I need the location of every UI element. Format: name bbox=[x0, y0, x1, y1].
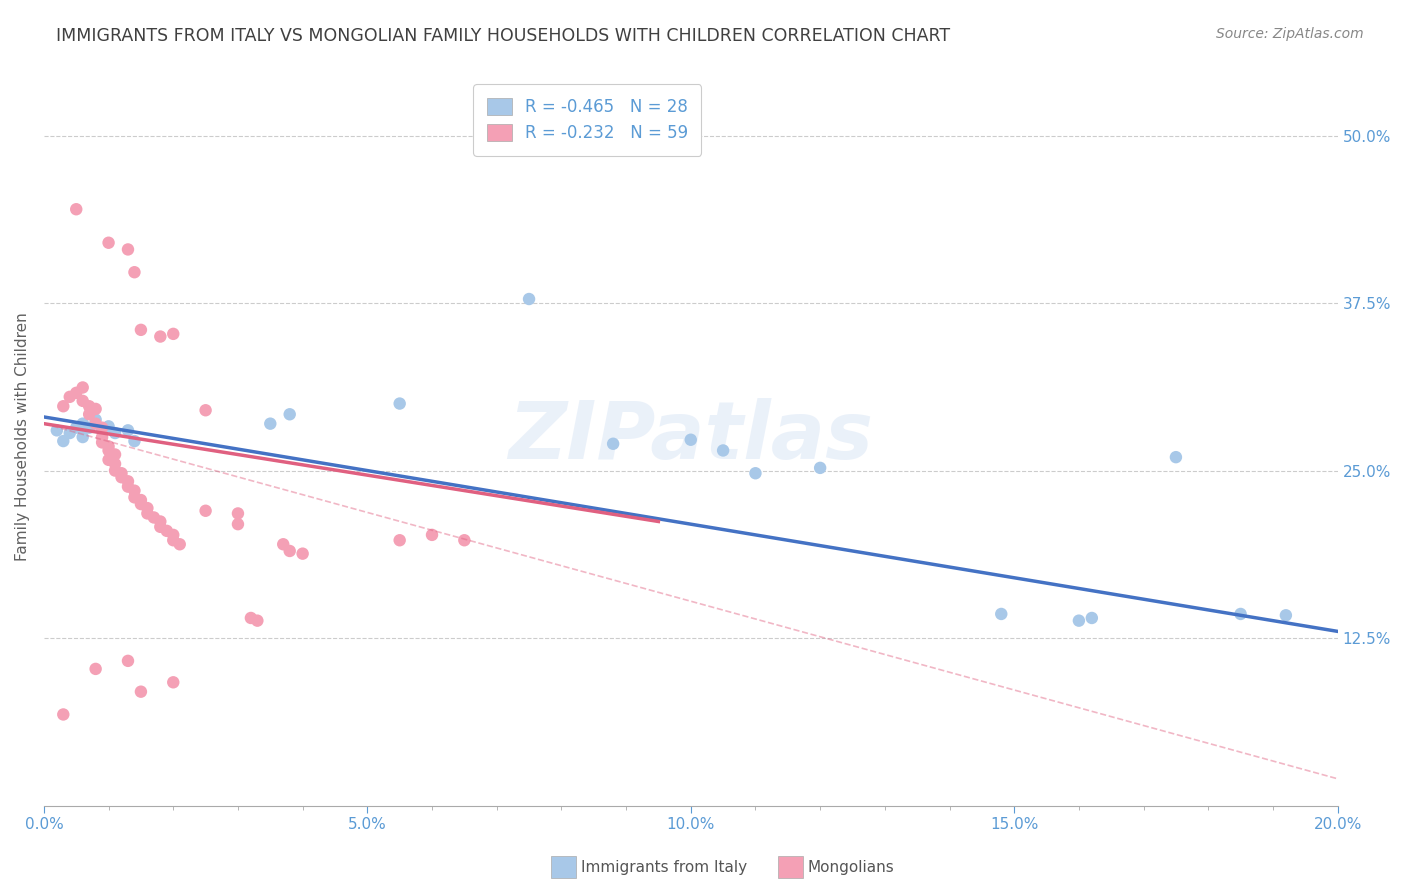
Point bbox=[77, 420, 100, 434]
Point bbox=[517, 292, 540, 306]
Point bbox=[117, 423, 139, 437]
Point bbox=[52, 399, 75, 413]
Point bbox=[65, 420, 87, 434]
Point bbox=[602, 436, 624, 450]
Point bbox=[97, 439, 120, 453]
Point bbox=[129, 493, 152, 508]
Point bbox=[72, 417, 94, 431]
Point bbox=[226, 517, 249, 532]
Point bbox=[149, 329, 172, 343]
Point bbox=[990, 607, 1012, 621]
Point bbox=[246, 614, 269, 628]
Point bbox=[420, 528, 443, 542]
Point bbox=[278, 407, 301, 421]
Point bbox=[77, 399, 100, 413]
Point bbox=[91, 430, 114, 444]
Point bbox=[711, 443, 734, 458]
Point bbox=[65, 385, 87, 400]
Point bbox=[136, 507, 159, 521]
Point bbox=[104, 448, 127, 462]
Text: Source: ZipAtlas.com: Source: ZipAtlas.com bbox=[1216, 27, 1364, 41]
Point bbox=[149, 515, 172, 529]
Point bbox=[162, 533, 184, 548]
Point bbox=[59, 425, 82, 440]
Point bbox=[388, 533, 411, 548]
Text: Mongolians: Mongolians bbox=[807, 860, 894, 874]
Point bbox=[124, 265, 146, 279]
Point bbox=[1081, 611, 1104, 625]
Point bbox=[291, 547, 314, 561]
Point bbox=[110, 470, 132, 484]
Point bbox=[149, 520, 172, 534]
Point bbox=[1275, 608, 1298, 623]
Point bbox=[162, 675, 184, 690]
Point bbox=[52, 707, 75, 722]
Point bbox=[744, 467, 766, 481]
Point bbox=[84, 417, 107, 431]
Point bbox=[110, 467, 132, 481]
Point bbox=[194, 504, 217, 518]
Point bbox=[84, 412, 107, 426]
Point bbox=[65, 202, 87, 217]
Point bbox=[91, 420, 114, 434]
Text: IMMIGRANTS FROM ITALY VS MONGOLIAN FAMILY HOUSEHOLDS WITH CHILDREN CORRELATION C: IMMIGRANTS FROM ITALY VS MONGOLIAN FAMIL… bbox=[56, 27, 950, 45]
Point bbox=[194, 403, 217, 417]
Point bbox=[59, 390, 82, 404]
Point bbox=[129, 684, 152, 698]
Point bbox=[271, 537, 294, 551]
Point bbox=[808, 461, 831, 475]
Point bbox=[52, 434, 75, 448]
Point bbox=[162, 528, 184, 542]
Point bbox=[45, 423, 67, 437]
Point bbox=[117, 475, 139, 489]
Point bbox=[1164, 450, 1187, 465]
Point bbox=[169, 537, 191, 551]
Point bbox=[117, 243, 139, 257]
Point bbox=[162, 326, 184, 341]
Point bbox=[72, 430, 94, 444]
Point bbox=[117, 654, 139, 668]
Y-axis label: Family Households with Children: Family Households with Children bbox=[15, 313, 30, 561]
Text: Immigrants from Italy: Immigrants from Italy bbox=[581, 860, 747, 874]
Point bbox=[124, 483, 146, 498]
Point bbox=[72, 393, 94, 408]
Point bbox=[104, 457, 127, 471]
Point bbox=[72, 380, 94, 394]
Text: ZIPatlas: ZIPatlas bbox=[508, 398, 873, 476]
Point bbox=[453, 533, 475, 548]
Point bbox=[97, 235, 120, 250]
Point bbox=[117, 480, 139, 494]
Point bbox=[1229, 607, 1251, 621]
Point bbox=[104, 425, 127, 440]
Point bbox=[226, 507, 249, 521]
Point bbox=[156, 524, 179, 538]
Point bbox=[142, 510, 165, 524]
Point bbox=[97, 453, 120, 467]
Point bbox=[136, 501, 159, 516]
Point bbox=[104, 464, 127, 478]
Point bbox=[97, 419, 120, 434]
Point bbox=[91, 423, 114, 437]
Point bbox=[91, 435, 114, 450]
Point bbox=[124, 434, 146, 448]
Point bbox=[679, 433, 702, 447]
Point bbox=[97, 443, 120, 458]
Point bbox=[84, 662, 107, 676]
Point bbox=[129, 323, 152, 337]
Point bbox=[77, 407, 100, 421]
Point bbox=[84, 401, 107, 416]
Point bbox=[278, 544, 301, 558]
Point bbox=[124, 491, 146, 505]
Point bbox=[388, 396, 411, 410]
Legend: R = -0.465   N = 28, R = -0.232   N = 59: R = -0.465 N = 28, R = -0.232 N = 59 bbox=[474, 84, 702, 155]
Point bbox=[259, 417, 281, 431]
Point bbox=[239, 611, 262, 625]
Point bbox=[129, 497, 152, 511]
Point bbox=[1067, 614, 1090, 628]
